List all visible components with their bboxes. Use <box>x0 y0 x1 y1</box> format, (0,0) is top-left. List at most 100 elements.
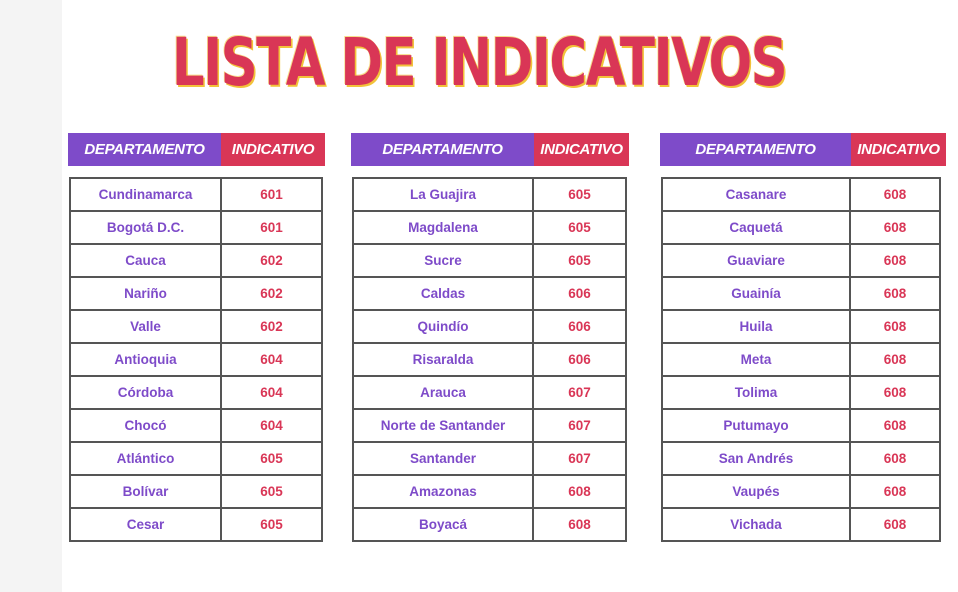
table-panel-3: DEPARTAMENTO INDICATIVO Casanare 608 Caque… <box>660 133 946 542</box>
indicativo-cell: 608 <box>849 474 941 509</box>
indicativo-cell: 608 <box>849 408 941 443</box>
indicativo-cell: 608 <box>849 309 941 344</box>
table-row: Caquetá 608 <box>661 210 941 245</box>
indicativo-cell: 601 <box>220 177 323 212</box>
departamento-cell: Meta <box>661 342 851 377</box>
departamento-cell: Risaralda <box>352 342 534 377</box>
departamento-cell: Vaupés <box>661 474 851 509</box>
departamento-cell: Norte de Santander <box>352 408 534 443</box>
indicativo-cell: 602 <box>220 309 323 344</box>
indicativo-cell: 608 <box>849 210 941 245</box>
table-header: DEPARTAMENTO INDICATIVO <box>351 133 629 166</box>
departamento-cell: Guaviare <box>661 243 851 278</box>
indicativo-cell: 606 <box>532 342 627 377</box>
table-row: Chocó 604 <box>69 408 323 443</box>
indicativo-cell: 605 <box>220 441 323 476</box>
departamento-cell: Caquetá <box>661 210 851 245</box>
table-row: Atlántico 605 <box>69 441 323 476</box>
table-row: Quindío 606 <box>352 309 627 344</box>
table-row: Magdalena 605 <box>352 210 627 245</box>
table-row: Guaviare 608 <box>661 243 941 278</box>
indicativo-cell: 608 <box>849 375 941 410</box>
table-row: Putumayo 608 <box>661 408 941 443</box>
indicativo-cell: 604 <box>220 375 323 410</box>
table-row: Casanare 608 <box>661 177 941 212</box>
departamento-cell: San Andrés <box>661 441 851 476</box>
departamento-cell: Atlántico <box>69 441 222 476</box>
header-departamento: DEPARTAMENTO <box>660 133 851 166</box>
header-indicativo: INDICATIVO <box>851 133 946 166</box>
departamento-cell: Chocó <box>69 408 222 443</box>
departamento-cell: Bolívar <box>69 474 222 509</box>
table-row: Boyacá 608 <box>352 507 627 542</box>
header-indicativo: INDICATIVO <box>534 133 629 166</box>
table-row: Huila 608 <box>661 309 941 344</box>
departamento-cell: Arauca <box>352 375 534 410</box>
indicativo-cell: 608 <box>849 243 941 278</box>
indicativo-cell: 607 <box>532 408 627 443</box>
departamento-cell: Valle <box>69 309 222 344</box>
table-row: Amazonas 608 <box>352 474 627 509</box>
table-row: Cesar 605 <box>69 507 323 542</box>
indicativo-cell: 608 <box>532 474 627 509</box>
departamento-cell: Sucre <box>352 243 534 278</box>
table-row: Córdoba 604 <box>69 375 323 410</box>
indicativos-table: La Guajira 605 Magdalena 605 Sucre 605 Caldas 6… <box>352 177 627 542</box>
indicativo-cell: 601 <box>220 210 323 245</box>
departamento-cell: Caldas <box>352 276 534 311</box>
departamento-cell: Putumayo <box>661 408 851 443</box>
table-row: Norte de Santander 607 <box>352 408 627 443</box>
table-row: Valle 602 <box>69 309 323 344</box>
departamento-cell: Casanare <box>661 177 851 212</box>
departamento-cell: Boyacá <box>352 507 534 542</box>
indicativo-cell: 605 <box>532 243 627 278</box>
table-row: Bolívar 605 <box>69 474 323 509</box>
table-row: Vichada 608 <box>661 507 941 542</box>
departamento-cell: Antioquia <box>69 342 222 377</box>
indicativo-cell: 607 <box>532 375 627 410</box>
indicativo-cell: 606 <box>532 276 627 311</box>
indicativo-cell: 605 <box>532 177 627 212</box>
departamento-cell: Cauca <box>69 243 222 278</box>
departamento-cell: Quindío <box>352 309 534 344</box>
table-panel-1: DEPARTAMENTO INDICATIVO Cundinamarca 601 B… <box>68 133 325 542</box>
departamento-cell: Cesar <box>69 507 222 542</box>
header-departamento: DEPARTAMENTO <box>68 133 221 166</box>
table-panel-2: DEPARTAMENTO INDICATIVO La Guajira 605 Mag… <box>351 133 629 542</box>
indicativo-cell: 605 <box>220 507 323 542</box>
indicativo-cell: 602 <box>220 276 323 311</box>
table-row: Guainía 608 <box>661 276 941 311</box>
page-title: LISTA DE INDICATIVOS <box>171 24 788 101</box>
table-row: Cundinamarca 601 <box>69 177 323 212</box>
indicativo-cell: 606 <box>532 309 627 344</box>
header-departamento: DEPARTAMENTO <box>351 133 534 166</box>
departamento-cell: Vichada <box>661 507 851 542</box>
table-header: DEPARTAMENTO INDICATIVO <box>68 133 325 166</box>
table-row: Caldas 606 <box>352 276 627 311</box>
table-row: Risaralda 606 <box>352 342 627 377</box>
header-indicativo: INDICATIVO <box>221 133 325 166</box>
table-row: Meta 608 <box>661 342 941 377</box>
indicativos-table: Casanare 608 Caquetá 608 Guaviare 608 Guainía 6… <box>661 177 941 542</box>
table-row: Antioquia 604 <box>69 342 323 377</box>
table-row: Sucre 605 <box>352 243 627 278</box>
departamento-cell: Nariño <box>69 276 222 311</box>
table-row: Bogotá D.C. 601 <box>69 210 323 245</box>
table-row: Cauca 602 <box>69 243 323 278</box>
table-row: La Guajira 605 <box>352 177 627 212</box>
indicativo-cell: 608 <box>849 276 941 311</box>
departamento-cell: Bogotá D.C. <box>69 210 222 245</box>
departamento-cell: Cundinamarca <box>69 177 222 212</box>
indicativo-cell: 608 <box>849 441 941 476</box>
indicativo-cell: 607 <box>532 441 627 476</box>
departamento-cell: Amazonas <box>352 474 534 509</box>
indicativo-cell: 605 <box>532 210 627 245</box>
table-row: Arauca 607 <box>352 375 627 410</box>
departamento-cell: Santander <box>352 441 534 476</box>
departamento-cell: Tolima <box>661 375 851 410</box>
departamento-cell: Guainía <box>661 276 851 311</box>
page-margin-strip <box>0 0 62 592</box>
table-row: San Andrés 608 <box>661 441 941 476</box>
indicativos-table: Cundinamarca 601 Bogotá D.C. 601 Cauca 602 Nar… <box>69 177 323 542</box>
departamento-cell: Huila <box>661 309 851 344</box>
